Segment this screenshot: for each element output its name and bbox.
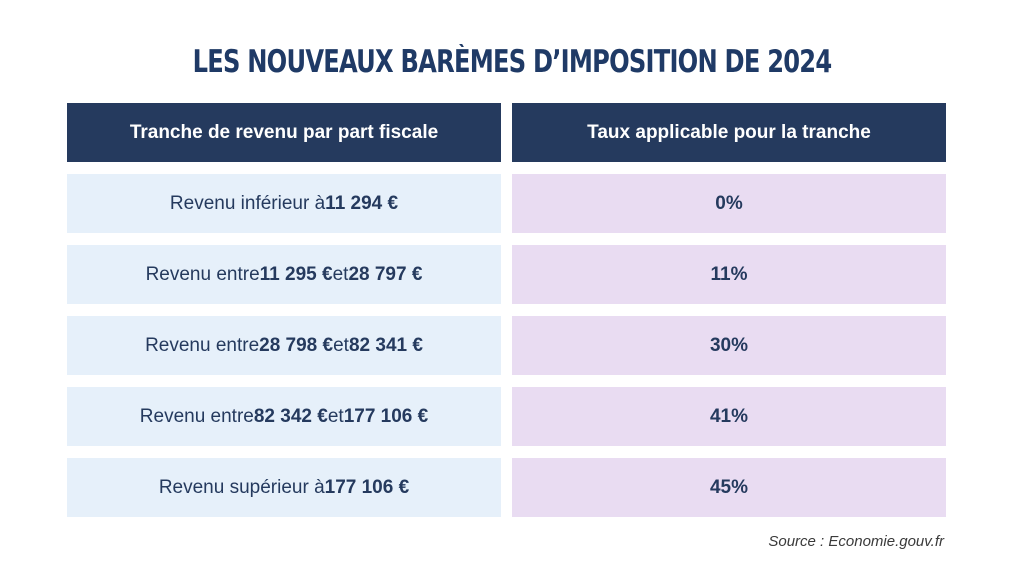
- bracket-amount-min: 82 342 €: [253, 405, 328, 427]
- page-title: LES NOUVEAUX BARÈMES D’IMPOSITION DE 202…: [192, 44, 833, 80]
- tax-rate-column: Taux applicable pour la tranche 0% 11% 3…: [512, 103, 946, 517]
- income-bracket-header: Tranche de revenu par part fiscale: [67, 103, 501, 162]
- tax-rate-cell: 11%: [512, 245, 946, 304]
- bracket-connector: et: [332, 263, 349, 285]
- bracket-prefix: Revenu supérieur à: [158, 476, 325, 498]
- bracket-amount-min: 28 798 €: [259, 334, 334, 356]
- bracket-connector: et: [333, 334, 349, 356]
- tax-rate-cell: 41%: [512, 387, 946, 446]
- income-bracket-row: Revenu supérieur à 177 106 €: [67, 458, 501, 517]
- bracket-amount-min: 177 106 €: [324, 476, 410, 498]
- tax-rate-cell: 45%: [512, 458, 946, 517]
- bracket-prefix: Revenu entre: [145, 263, 260, 285]
- bracket-prefix: Revenu entre: [145, 334, 260, 356]
- income-bracket-row: Revenu entre 82 342 € et 177 106 €: [67, 387, 501, 446]
- bracket-amount-max: 28 797 €: [348, 263, 423, 285]
- source-note: Source : Economie.gouv.fr: [768, 533, 944, 550]
- bracket-prefix: Revenu entre: [139, 405, 254, 427]
- income-bracket-column: Tranche de revenu par part fiscale Reven…: [67, 103, 501, 517]
- tax-rate-header: Taux applicable pour la tranche: [512, 103, 946, 162]
- bracket-prefix: Revenu inférieur à: [169, 192, 326, 214]
- bracket-amount-max: 82 341 €: [348, 334, 423, 356]
- income-bracket-row: Revenu entre 28 798 € et 82 341 €: [67, 316, 501, 375]
- bracket-amount-min: 11 295 €: [259, 263, 333, 285]
- tax-rate-cell: 30%: [512, 316, 946, 375]
- income-bracket-row: Revenu entre 11 295 € et 28 797 €: [67, 245, 501, 304]
- income-bracket-row: Revenu inférieur à 11 294 €: [67, 174, 501, 233]
- bracket-amount-min: 11 294 €: [325, 192, 399, 214]
- bracket-amount-max: 177 106 €: [343, 405, 429, 427]
- tax-rate-cell: 0%: [512, 174, 946, 233]
- bracket-connector: et: [327, 405, 344, 427]
